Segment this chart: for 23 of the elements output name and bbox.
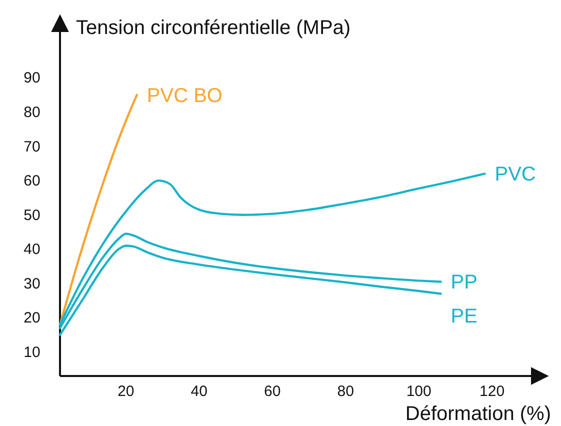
y-tick-label: 10 xyxy=(24,344,40,361)
y-tick-label: 80 xyxy=(24,104,40,121)
series-label: PVC BO xyxy=(146,84,222,107)
series-label: PE xyxy=(450,306,478,328)
x-tick-label: 20 xyxy=(118,383,134,400)
y-tick-label: 90 xyxy=(24,70,40,87)
series-label: PVC xyxy=(494,164,536,186)
x-axis-title: Déformation (%) xyxy=(405,403,551,425)
line-series xyxy=(58,94,138,326)
x-tick-label: 120 xyxy=(480,383,505,400)
x-tick-label: 40 xyxy=(190,383,208,400)
y-tick-label: 20 xyxy=(24,310,40,327)
x-tick-label: 60 xyxy=(264,383,281,400)
y-tick-label: 60 xyxy=(24,172,40,190)
x-tick-label: 80 xyxy=(337,383,354,400)
y-tick-label: 40 xyxy=(24,241,40,258)
y-tick-label: 70 xyxy=(24,138,40,156)
series-label: PP xyxy=(450,272,478,294)
x-tick-label: 100 xyxy=(406,383,432,400)
line-series xyxy=(58,172,486,326)
y-tick-label: 50 xyxy=(24,206,40,224)
y-tick-label: 30 xyxy=(24,275,40,292)
y-axis-title: Tension circonférentielle (MPa) xyxy=(76,17,351,39)
